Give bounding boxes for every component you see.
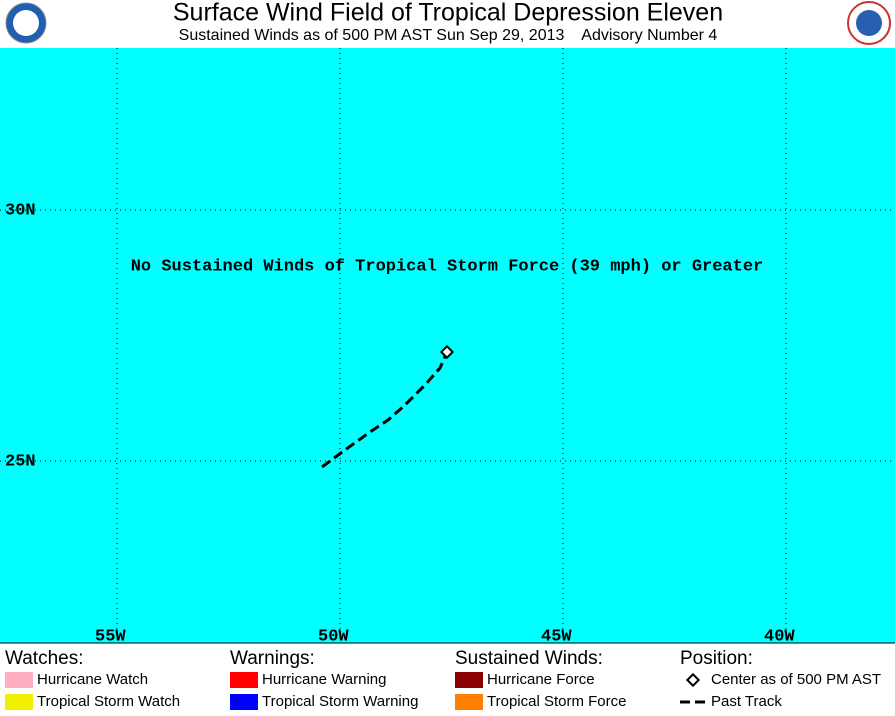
swatch <box>5 672 33 688</box>
subtitle: Sustained Winds as of 500 PM AST Sun Sep… <box>179 27 718 44</box>
legend-title: Position: <box>680 648 753 669</box>
legend-item: Hurricane Force <box>487 671 595 688</box>
lat-label: 30N <box>5 201 36 220</box>
legend-item: Hurricane Warning <box>262 671 387 688</box>
legend: Watches: Hurricane Watch Tropical Storm … <box>5 648 881 710</box>
lon-label: 40W <box>764 627 795 646</box>
legend-title: Watches: <box>5 648 84 669</box>
lon-label: 55W <box>95 627 126 646</box>
swatch <box>5 694 33 710</box>
legend-item: Center as of 500 PM AST <box>711 671 881 688</box>
legend-title: Sustained Winds: <box>455 648 603 669</box>
legend-title: Warnings: <box>230 648 315 669</box>
lon-label: 50W <box>318 627 349 646</box>
noaa-logo <box>5 2 47 44</box>
title: Surface Wind Field of Tropical Depressio… <box>173 0 723 27</box>
swatch <box>230 672 258 688</box>
center-symbol <box>685 672 701 688</box>
legend-item: Past Track <box>711 693 782 710</box>
swatch <box>455 694 483 710</box>
swatch <box>455 672 483 688</box>
logo-inner <box>13 10 39 36</box>
legend-item: Tropical Storm Force <box>487 693 626 710</box>
past-track <box>321 351 449 469</box>
lat-label: 25N <box>5 452 36 471</box>
logo-inner <box>856 10 882 36</box>
swatch <box>230 694 258 710</box>
center-marker <box>439 344 455 360</box>
legend-item: Tropical Storm Watch <box>37 693 180 710</box>
legend-item: Hurricane Watch <box>37 671 148 688</box>
legend-item: Tropical Storm Warning <box>262 693 418 710</box>
nws-logo <box>847 1 891 45</box>
message: No Sustained Winds of Tropical Storm For… <box>131 257 764 276</box>
lon-label: 45W <box>541 627 572 646</box>
grid <box>0 48 895 643</box>
